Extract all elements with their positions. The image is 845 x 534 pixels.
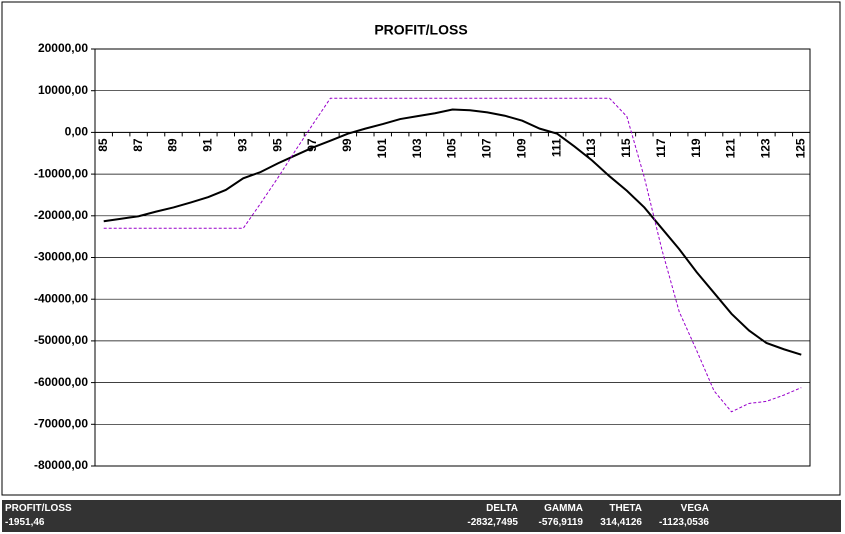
x-tick-label: 87 (131, 138, 145, 152)
status-value: -576,9119 (538, 517, 584, 528)
x-tick-label: 109 (514, 138, 528, 158)
x-tick-label: 99 (340, 138, 354, 152)
chart-title: PROFIT/LOSS (374, 22, 467, 38)
x-tick-label: 123 (759, 138, 773, 158)
x-tick-label: 119 (689, 138, 703, 158)
y-tick-label: 20000,00 (38, 41, 88, 55)
y-tick-label: -40000,00 (34, 291, 88, 305)
x-tick-label: 121 (724, 138, 738, 158)
x-tick-label: 91 (201, 138, 215, 152)
status-value: -2832,7495 (467, 517, 518, 528)
x-tick-label: 85 (96, 138, 110, 152)
status-label: PROFIT/LOSS (5, 503, 72, 514)
x-tick-label: 117 (654, 138, 668, 158)
status-value: -1951,46 (5, 517, 45, 528)
status-label: GAMMA (544, 503, 583, 514)
y-tick-label: 0,00 (65, 125, 89, 139)
status-value: 314,4126 (600, 517, 642, 528)
data-line (103, 108, 802, 356)
x-tick-label: 125 (793, 138, 807, 158)
x-tick-label: 105 (445, 138, 459, 158)
y-tick-label: -70000,00 (34, 416, 88, 430)
y-tick-label: -10000,00 (34, 166, 88, 180)
status-label: THETA (609, 503, 642, 514)
status-label: DELTA (486, 503, 518, 514)
x-tick-label: 95 (270, 138, 284, 152)
x-tick-label: 115 (619, 138, 633, 158)
x-tick-label: 89 (166, 138, 180, 152)
y-tick-label: -60000,00 (34, 375, 88, 389)
x-tick-label: 103 (410, 138, 424, 158)
x-tick-label: 111 (549, 138, 563, 157)
x-tick-label: 101 (375, 138, 389, 158)
y-tick-label: -50000,00 (34, 333, 88, 347)
y-tick-label: -20000,00 (34, 208, 88, 222)
y-tick-label: -80000,00 (34, 458, 88, 472)
x-tick-label: 93 (235, 138, 249, 152)
x-tick-label: 113 (584, 138, 598, 158)
status-value: -1123,0536 (658, 517, 709, 528)
status-bar: PROFIT/LOSS -1951,46 DELTA -2832,7495 GAMMA -… (2, 500, 841, 532)
status-label: VEGA (680, 503, 709, 514)
data-line (103, 97, 802, 413)
y-tick-label: 10000,00 (38, 83, 88, 97)
chart: PROFIT/LOSS -80000,00 -70000,00 -60000,00 -… (1, 1, 841, 496)
x-tick-label: 107 (480, 138, 494, 158)
y-tick-label: -30000,00 (34, 250, 88, 264)
